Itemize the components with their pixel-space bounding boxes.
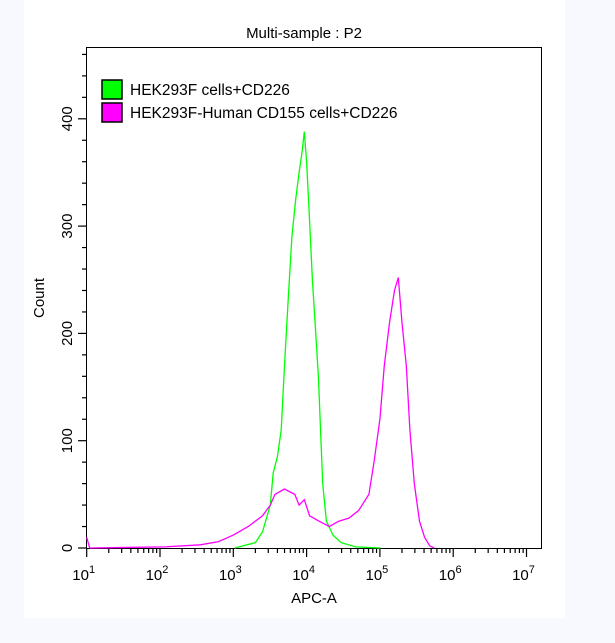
x-tick-label: 101 — [72, 564, 95, 584]
series-line-2 — [86, 277, 435, 549]
x-tick-label: 106 — [439, 564, 462, 584]
x-tick-label: 102 — [146, 564, 169, 584]
x-axis: 101 102 103 104 105 106 107 — [72, 548, 535, 584]
x-tick-label: 103 — [219, 564, 242, 584]
y-tick-label: 200 — [59, 321, 76, 346]
y-tick-label: 400 — [59, 106, 76, 131]
x-axis-label: APC-A — [291, 590, 337, 607]
y-tick-label: 0 — [59, 544, 76, 552]
legend-swatch — [101, 79, 123, 100]
y-tick-label: 100 — [59, 428, 76, 453]
legend-label: HEK293F-Human CD155 cells+CD226 — [130, 105, 398, 122]
x-tick-label: 107 — [512, 564, 535, 584]
legend-label: HEK293F cells+CD226 — [130, 82, 290, 99]
series-lines — [86, 131, 435, 549]
y-axis: 0 100 200 300 400 — [59, 53, 87, 552]
y-tick-label: 300 — [59, 214, 76, 239]
x-tick-label: 105 — [365, 564, 388, 584]
x-tick-label: 104 — [292, 564, 315, 584]
legend-swatch — [101, 102, 123, 123]
legend: HEK293F cells+CD226 HEK293F-Human CD155 c… — [101, 79, 398, 123]
y-axis-label: Count — [31, 277, 48, 318]
series-line-1 — [234, 131, 381, 549]
chart-title: Multi-sample : P2 — [246, 25, 362, 42]
